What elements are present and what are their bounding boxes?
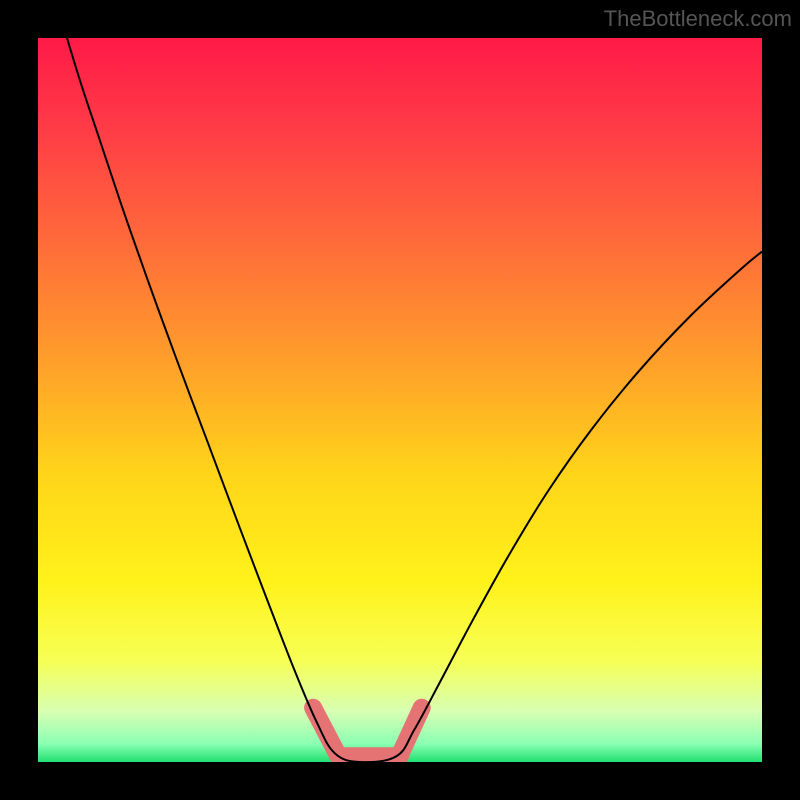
bottleneck-curve xyxy=(38,38,762,762)
plot-area xyxy=(38,38,762,762)
watermark-text: TheBottleneck.com xyxy=(604,6,792,32)
